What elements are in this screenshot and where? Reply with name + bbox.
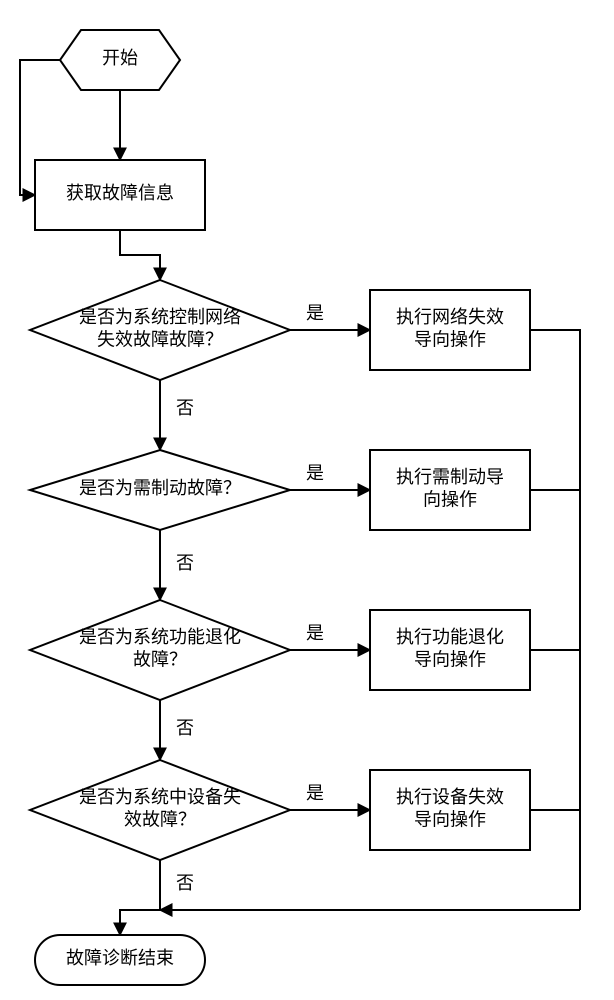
svg-text:故障诊断结束: 故障诊断结束 <box>66 948 174 968</box>
svg-text:是否为需制动故障？: 是否为需制动故障？ <box>79 478 241 498</box>
d2-label: 是否为需制动故障？ <box>79 478 241 498</box>
svg-text:是否为系统功能退化: 是否为系统功能退化 <box>79 627 241 647</box>
edge-a1-to-merge <box>530 330 580 910</box>
edge-label-d3-yes-to-a3: 是 <box>306 623 324 643</box>
svg-text:执行功能退化: 执行功能退化 <box>396 627 504 647</box>
start-label: 开始 <box>102 48 138 68</box>
edge-label-d1-no-to-d2: 否 <box>176 398 194 418</box>
svg-text:执行网络失效: 执行网络失效 <box>396 307 504 327</box>
edge-label-d4-yes-to-a4: 是 <box>306 783 324 803</box>
edge-label-d2-no-to-d3: 否 <box>176 553 194 573</box>
svg-text:是否为系统控制网络: 是否为系统控制网络 <box>79 307 241 327</box>
svg-text:获取故障信息: 获取故障信息 <box>66 183 174 203</box>
svg-text:是否为系统中设备失: 是否为系统中设备失 <box>79 787 241 807</box>
svg-text:执行需制动导: 执行需制动导 <box>396 467 504 487</box>
svg-text:导向操作: 导向操作 <box>414 809 486 829</box>
edge-get-to-d1 <box>120 230 160 280</box>
edge-d4-no-to-end <box>120 860 160 935</box>
edge-label-d2-yes-to-a2: 是 <box>306 463 324 483</box>
svg-text:故障？: 故障？ <box>133 649 187 669</box>
svg-text:导向操作: 导向操作 <box>414 329 486 349</box>
get_info-label: 获取故障信息 <box>66 183 174 203</box>
svg-text:开始: 开始 <box>102 48 138 68</box>
end-label: 故障诊断结束 <box>66 948 174 968</box>
edge-label-d4-no-to-end: 否 <box>176 873 194 893</box>
edge-label-d3-no-to-d4: 否 <box>176 718 194 738</box>
svg-text:执行设备失效: 执行设备失效 <box>396 787 504 807</box>
edge-label-d1-yes-to-a1: 是 <box>306 303 324 323</box>
svg-text:失效故障故障？: 失效故障故障？ <box>97 329 223 349</box>
svg-text:导向操作: 导向操作 <box>414 649 486 669</box>
svg-text:效故障？: 效故障？ <box>124 809 196 829</box>
svg-text:向操作: 向操作 <box>423 489 477 509</box>
